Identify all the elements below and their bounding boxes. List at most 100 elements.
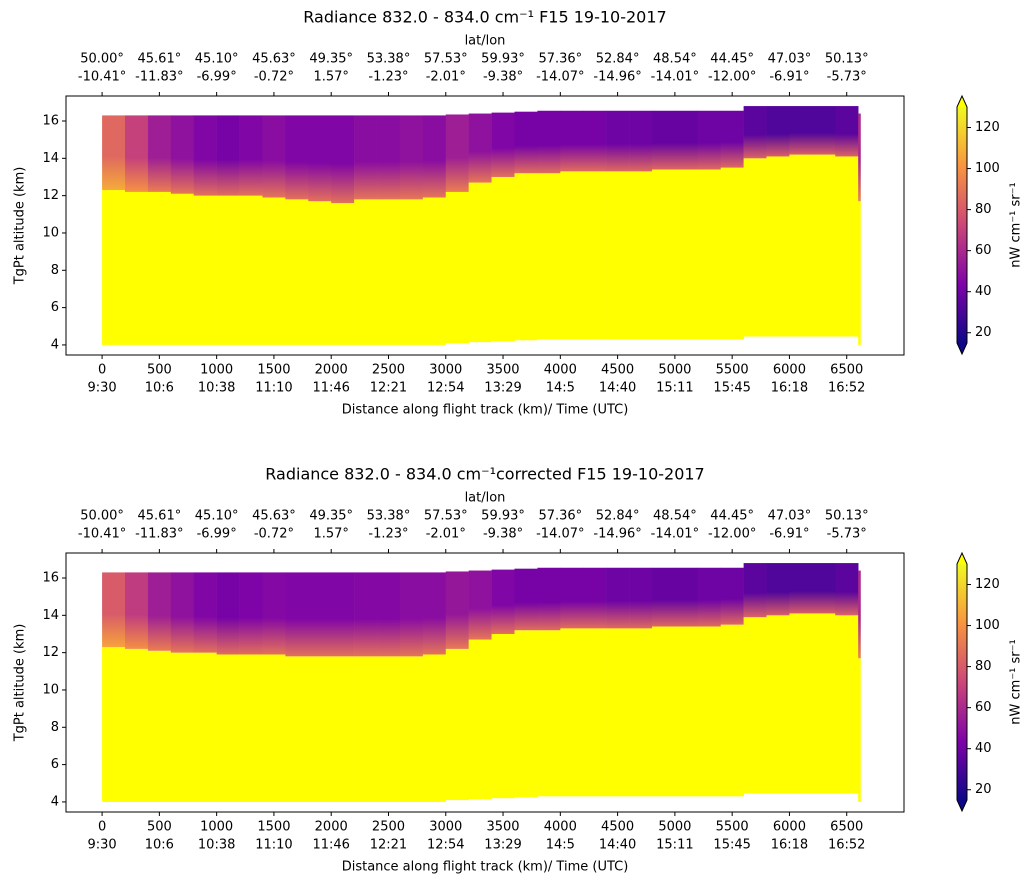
upper-cell bbox=[445, 114, 469, 192]
lower-cell bbox=[697, 626, 722, 797]
lower-cell bbox=[422, 197, 447, 345]
top-tick-lat: 52.84° bbox=[596, 509, 640, 524]
top-tick-lon: -9.38° bbox=[483, 70, 523, 85]
upper-cell bbox=[239, 115, 263, 196]
top-tick-lat: 50.00° bbox=[80, 509, 124, 524]
lower-cell bbox=[124, 191, 149, 345]
x-tick-time: 12:21 bbox=[370, 381, 407, 396]
upper-cell bbox=[399, 115, 424, 200]
upper-cell bbox=[720, 567, 744, 625]
top-tick-lat: 49.35° bbox=[309, 509, 353, 524]
top-tick-lat: 47.03° bbox=[768, 52, 812, 67]
y-tick-label: 10 bbox=[42, 682, 59, 697]
x-tick-label: 1000 bbox=[200, 363, 233, 378]
upper-cell bbox=[560, 567, 584, 629]
upper-cell bbox=[377, 115, 401, 200]
x-tick-label: 500 bbox=[147, 820, 172, 835]
top-tick-lat: 57.36° bbox=[538, 52, 582, 67]
lower-cell bbox=[629, 628, 653, 797]
x-tick-time: 10:38 bbox=[198, 381, 235, 396]
lower-cell bbox=[606, 171, 630, 340]
top-tick-lat: 49.35° bbox=[309, 52, 353, 67]
top-tick-lat: 45.61° bbox=[138, 509, 182, 524]
lower-cell bbox=[102, 647, 126, 802]
upper-cell bbox=[124, 572, 149, 649]
chart-title: Radiance 832.0 - 834.0 cm⁻¹corrected F15… bbox=[265, 465, 704, 484]
upper-cell bbox=[651, 110, 676, 170]
upper-cell bbox=[491, 569, 515, 634]
top-tick-lon: -0.72° bbox=[254, 70, 294, 85]
lower-cell bbox=[216, 654, 240, 802]
lower-cell bbox=[812, 154, 836, 337]
top-tick-lon: -6.91° bbox=[769, 70, 809, 85]
x-tick-label: 6500 bbox=[830, 820, 863, 835]
x-tick-time: 14:5 bbox=[546, 838, 575, 853]
upper-cell bbox=[606, 567, 630, 629]
x-tick-label: 3000 bbox=[429, 363, 462, 378]
upper-cell bbox=[697, 110, 722, 170]
upper-cell bbox=[766, 563, 790, 616]
top-tick-lat: 48.54° bbox=[653, 509, 697, 524]
lower-cell bbox=[308, 656, 332, 802]
lower-cell bbox=[262, 197, 286, 345]
top-tick-lon: -14.07° bbox=[536, 527, 584, 542]
lower-cell bbox=[537, 630, 561, 797]
y-tick-label: 12 bbox=[42, 645, 59, 660]
x-tick-time: 15:11 bbox=[656, 381, 693, 396]
upper-cell bbox=[422, 572, 447, 655]
top-tick-lon: -14.96° bbox=[593, 70, 641, 85]
lower-cell bbox=[789, 613, 813, 794]
lower-cell bbox=[377, 199, 401, 345]
x-tick-time: 15:45 bbox=[713, 381, 750, 396]
top-tick-lon: -6.91° bbox=[769, 527, 809, 542]
x-tick-time: 16:52 bbox=[828, 381, 865, 396]
lower-cell bbox=[537, 173, 561, 340]
lower-cell bbox=[674, 626, 699, 797]
upper-cell bbox=[468, 570, 492, 640]
upper-cell bbox=[743, 563, 767, 618]
x-tick-time: 14:5 bbox=[546, 381, 575, 396]
upper-cell bbox=[216, 115, 240, 196]
x-tick-time: 10:6 bbox=[145, 838, 174, 853]
top-tick-lat: 57.53° bbox=[424, 509, 468, 524]
upper-cell bbox=[308, 572, 332, 657]
upper-cell bbox=[102, 572, 126, 648]
top-tick-lat: 44.45° bbox=[710, 52, 754, 67]
lower-cell bbox=[354, 199, 378, 345]
top-tick-lon: -5.73° bbox=[827, 70, 867, 85]
upper-cell bbox=[331, 115, 355, 204]
lower-cell bbox=[262, 654, 286, 802]
x-tick-time: 10:6 bbox=[145, 381, 174, 396]
upper-cell bbox=[262, 572, 286, 655]
lower-cell bbox=[445, 648, 469, 801]
colorbar bbox=[957, 564, 967, 800]
upper-cell bbox=[583, 110, 607, 172]
x-tick-label: 3500 bbox=[486, 363, 519, 378]
top-tick-lat: 52.84° bbox=[596, 52, 640, 67]
top-tick-lon: -11.83° bbox=[135, 527, 183, 542]
upper-cell bbox=[629, 567, 653, 629]
top-tick-lon: -12.00° bbox=[708, 527, 756, 542]
colorbar-frame bbox=[956, 551, 968, 813]
y-tick-label: 4 bbox=[51, 337, 59, 352]
lower-cell bbox=[491, 176, 515, 342]
top-tick-lon: -1.23° bbox=[368, 70, 408, 85]
chart-title: Radiance 832.0 - 834.0 cm⁻¹ F15 19-10-20… bbox=[303, 8, 666, 27]
colorbar-label: nW cm⁻¹ sr⁻¹ bbox=[1009, 639, 1024, 724]
x-tick-label: 1500 bbox=[257, 820, 290, 835]
x-tick-label: 4500 bbox=[601, 820, 634, 835]
top-tick-lon: -5.73° bbox=[827, 527, 867, 542]
lower-cell bbox=[354, 656, 378, 802]
upper-cell bbox=[377, 572, 401, 657]
top-tick-lat: 53.38° bbox=[367, 52, 411, 67]
upper-cell bbox=[216, 572, 240, 655]
colorbar bbox=[957, 107, 967, 343]
colorbar-frame bbox=[956, 94, 968, 356]
x-tick-label: 5000 bbox=[658, 363, 691, 378]
colorbar-tick-label: 60 bbox=[975, 243, 992, 258]
top-tick-lat: 45.63° bbox=[252, 509, 296, 524]
lower-cell bbox=[674, 169, 699, 340]
x-tick-label: 1500 bbox=[257, 363, 290, 378]
y-tick-label: 8 bbox=[51, 263, 59, 278]
